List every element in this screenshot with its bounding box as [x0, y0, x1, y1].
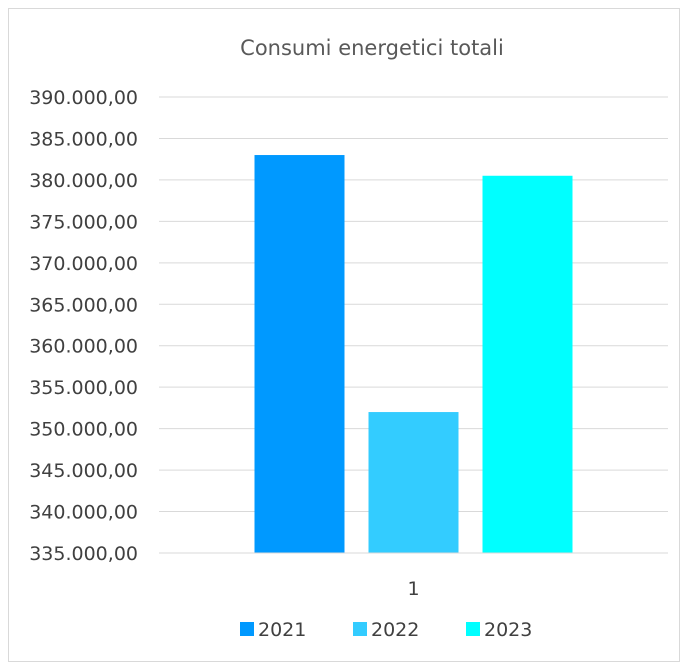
y-tick-label: 335.000,00 [29, 543, 138, 565]
y-tick-label: 390.000,00 [29, 87, 138, 109]
legend-swatch-2023 [466, 622, 480, 636]
x-tick-label: 1 [407, 578, 419, 600]
x-axis-tick-labels: 1 [407, 578, 419, 600]
y-tick-label: 350.000,00 [29, 419, 138, 441]
y-tick-label: 355.000,00 [29, 377, 138, 399]
y-tick-label: 345.000,00 [29, 460, 138, 482]
y-tick-label: 370.000,00 [29, 253, 138, 275]
legend-label-2022: 2022 [371, 619, 419, 641]
bar-2022 [368, 412, 459, 553]
legend: 2021 2022 2023 [240, 619, 532, 641]
bar-2021 [254, 155, 345, 553]
legend-label-2021: 2021 [258, 619, 306, 641]
y-tick-label: 360.000,00 [29, 336, 138, 358]
y-tick-label: 380.000,00 [29, 170, 138, 192]
chart-title: Consumi energetici totali [240, 36, 504, 60]
legend-swatch-2022 [353, 622, 367, 636]
bars [254, 155, 573, 553]
y-tick-label: 385.000,00 [29, 128, 138, 150]
y-tick-label: 365.000,00 [29, 294, 138, 316]
y-tick-label: 340.000,00 [29, 502, 138, 524]
y-axis-tick-labels: 335.000,00 340.000,00 345.000,00 350.000,00… [29, 87, 138, 565]
legend-label-2023: 2023 [484, 619, 532, 641]
legend-swatch-2021 [240, 622, 254, 636]
y-tick-label: 375.000,00 [29, 211, 138, 233]
gridlines [159, 96, 668, 513]
bar-2023 [482, 175, 573, 553]
